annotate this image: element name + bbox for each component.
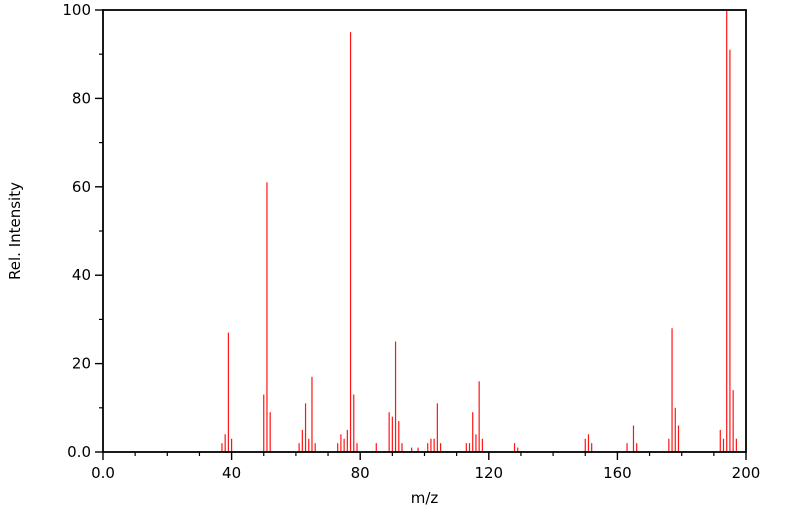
y-tick-label: 100	[62, 1, 91, 19]
y-tick-label: 40	[72, 266, 91, 284]
y-tick-label: 0.0	[67, 443, 91, 461]
x-tick-label: 200	[732, 464, 761, 482]
y-tick-label: 80	[72, 89, 91, 107]
x-axis-label: m/z	[411, 489, 439, 507]
plot-frame	[102, 9, 747, 453]
x-tick-label: 80	[351, 464, 370, 482]
plot-area: 0.0 40 80 120 160 200 0.0 20 40 60 80 100	[62, 1, 760, 482]
y-axis-label: Rel. Intensity	[6, 182, 24, 280]
x-tick-label: 120	[474, 464, 503, 482]
y-tick-label: 60	[72, 178, 91, 196]
x-tick-label: 0.0	[91, 464, 115, 482]
x-tick-label: 40	[222, 464, 241, 482]
x-tick-label: 160	[603, 464, 632, 482]
y-tick-label: 20	[72, 355, 91, 373]
